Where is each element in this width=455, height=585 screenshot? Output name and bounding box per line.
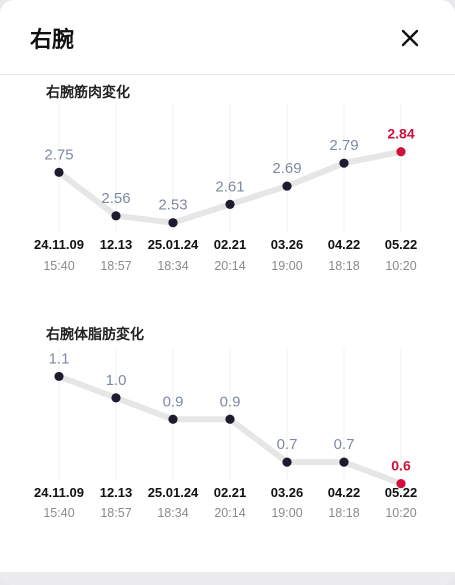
data-label: 2.75	[44, 146, 73, 163]
sheet-header: 右腕	[0, 0, 455, 74]
fat-change-chart: 1.1 24.11.09 15:40 1.0 12.13 18:57 0.9 25.01.24…	[34, 348, 418, 520]
data-point	[396, 478, 406, 489]
x-tick-time: 20:14	[214, 259, 245, 273]
data-label: 2.84	[387, 126, 414, 142]
data-label: 1.1	[49, 350, 70, 367]
data-label: 2.56	[101, 190, 130, 207]
x-tick-date: 25.01.24	[148, 237, 199, 252]
x-tick-time: 19:00	[271, 259, 302, 273]
x-tick-date: 03.26	[271, 237, 304, 252]
data-point	[225, 414, 235, 424]
close-icon[interactable]	[396, 24, 424, 52]
x-tick-date: 02.21	[214, 237, 247, 252]
x-tick-time: 18:18	[328, 259, 359, 273]
data-label: 0.9	[220, 393, 241, 410]
fat-chart-title: 右腕体脂肪変化	[46, 327, 144, 343]
x-tick-time: 18:18	[328, 506, 359, 520]
x-tick-date: 03.26	[271, 485, 304, 500]
data-point	[282, 181, 292, 191]
bottom-edge	[0, 572, 455, 585]
x-tick-date: 04.22	[328, 237, 361, 252]
x-tick-time: 10:20	[385, 259, 416, 273]
data-point	[111, 393, 121, 403]
data-point	[54, 371, 64, 382]
data-label: 2.79	[329, 137, 358, 154]
data-point	[168, 218, 178, 228]
data-point	[168, 414, 178, 424]
muscle-change-chart: 2.75 24.11.09 15:40 2.56 12.13 18:57 2.53 25.01…	[34, 104, 418, 273]
x-tick-date: 04.22	[328, 485, 361, 500]
data-label: 0.7	[277, 436, 298, 453]
muscle-chart-title: 右腕筋肉変化	[46, 85, 130, 101]
x-tick-time: 18:34	[157, 259, 188, 273]
x-tick-date: 02.21	[214, 485, 247, 500]
x-tick-time: 18:34	[157, 506, 188, 520]
x-tick-date: 05.22	[385, 485, 418, 500]
data-point	[54, 167, 64, 177]
data-point	[111, 211, 121, 221]
page-title: 右腕	[30, 28, 75, 53]
x-tick-date: 24.11.09	[34, 237, 84, 252]
data-point	[339, 158, 349, 168]
x-tick-time: 19:00	[271, 506, 302, 520]
data-label: 0.9	[163, 393, 184, 410]
x-tick-date: 12.13	[100, 237, 133, 252]
data-label: 1.0	[106, 372, 127, 389]
x-tick-date: 12.13	[100, 485, 133, 500]
data-label: 2.69	[272, 160, 301, 177]
data-label: 0.7	[334, 436, 355, 453]
data-label: 2.61	[215, 178, 244, 195]
x-tick-time: 15:40	[43, 506, 74, 520]
x-tick-date: 24.11.09	[34, 485, 84, 500]
x-tick-date: 05.22	[385, 237, 418, 252]
x-tick-time: 18:57	[100, 259, 131, 273]
x-tick-time: 10:20	[385, 506, 416, 520]
x-tick-time: 18:57	[100, 506, 131, 520]
x-tick-time: 20:14	[214, 506, 245, 520]
data-point	[225, 199, 235, 209]
data-point	[282, 457, 292, 467]
data-point	[339, 457, 349, 467]
data-label: 0.6	[391, 458, 411, 474]
data-point	[396, 147, 406, 157]
header-divider	[0, 74, 455, 75]
data-label: 2.53	[158, 197, 187, 214]
x-tick-time: 15:40	[43, 259, 74, 273]
x-tick-date: 25.01.24	[148, 485, 199, 500]
